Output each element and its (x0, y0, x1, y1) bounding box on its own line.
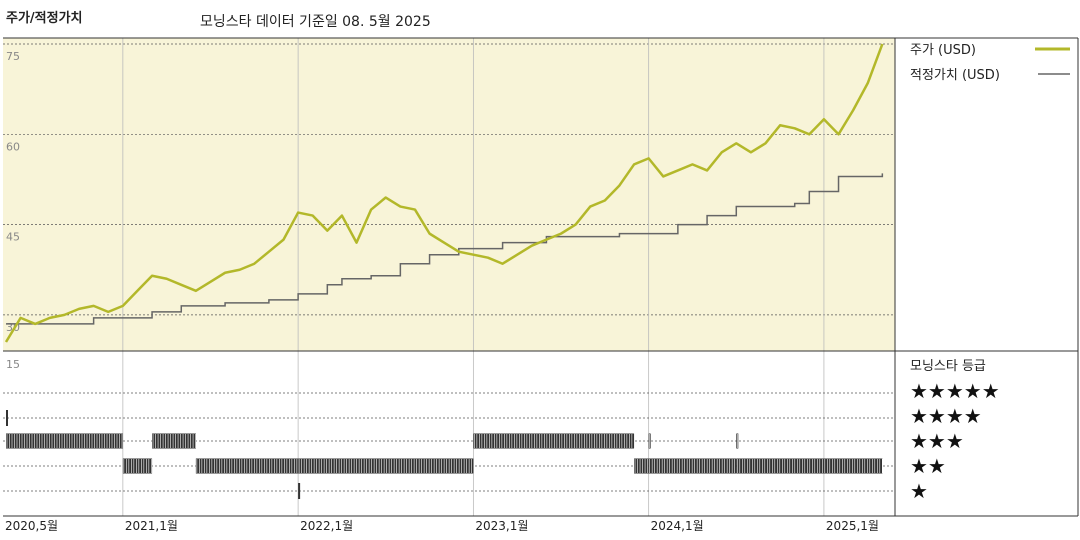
rating-y-tick-label: 15 (6, 358, 20, 371)
rating-bar (298, 458, 474, 474)
rating-bar (736, 433, 739, 449)
chart-title: 주가/적정가치 (6, 10, 83, 26)
legend-fair-label: 적정가치 (USD) (910, 68, 1000, 83)
rating-bar (473, 433, 635, 449)
x-tick-label: 2022,1월 (300, 519, 353, 533)
x-tick-label: 2020,5월 (5, 519, 58, 533)
rating-bar (298, 483, 301, 499)
rating-bar (634, 458, 649, 474)
rating-bar (648, 433, 651, 449)
rating-title: 모닝스타 등급 (910, 359, 986, 374)
rating-bar (6, 433, 123, 449)
x-tick-label: 2025,1월 (826, 519, 879, 533)
rating-bar-fill (634, 458, 649, 474)
price-panel-background (3, 38, 895, 351)
rating-bar (648, 458, 737, 474)
rating-bar-fill (473, 433, 635, 449)
rating-bar-mark (6, 410, 8, 426)
price-line (4, 43, 884, 343)
rating-panel-background (3, 351, 895, 516)
x-tick-label: 2021,1월 (125, 519, 178, 533)
rating-5-stars: ★★★★★ (910, 379, 1000, 403)
y-tick-label: 60 (6, 140, 20, 153)
x-tick-label: 2023,1월 (475, 519, 528, 533)
fair-value-line (6, 173, 884, 325)
rating-bar (736, 458, 883, 474)
rating-bar-mark (298, 483, 301, 499)
rating-bar-fill (152, 433, 196, 449)
rating-legend: 모닝스타 등급 ★★★★★ ★★★★ ★★★ ★★ ★ (910, 359, 1000, 503)
rating-4-stars: ★★★★ (910, 404, 982, 428)
rating-bar-fill (736, 458, 883, 474)
chart-frame (3, 37, 1079, 517)
y-tick-label: 45 (6, 231, 20, 244)
y-tick-label: 75 (6, 50, 20, 63)
rating-bar-fill (298, 458, 474, 474)
legend: 주가 (USD) 적정가치 (USD) (910, 43, 1070, 83)
rating-bar (195, 458, 299, 474)
rating-bar-fill (648, 458, 737, 474)
rating-bar (6, 410, 8, 426)
rating-2-stars: ★★ (910, 454, 946, 478)
rating-bar-fill (122, 458, 153, 474)
legend-price-label: 주가 (USD) (910, 43, 976, 58)
rating-1-star: ★ (910, 479, 928, 503)
rating-bars (6, 410, 883, 499)
chart-subtitle: 모닝스타 데이터 기준일 08. 5월 2025 (200, 14, 431, 30)
rating-bar (122, 458, 153, 474)
rating-bar (152, 433, 196, 449)
series-lines (4, 43, 884, 343)
rating-3-stars: ★★★ (910, 429, 964, 453)
x-tick-label: 2024,1월 (651, 519, 704, 533)
